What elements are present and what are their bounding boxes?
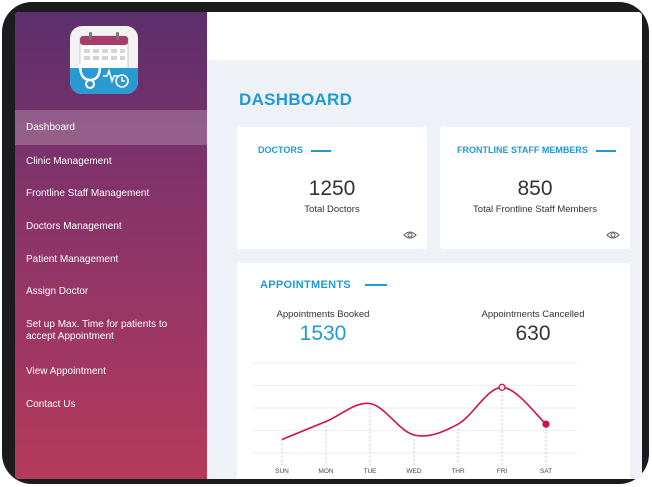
sidebar-item-frontline-staff-management[interactable]: Frontline Staff Management — [26, 188, 150, 199]
sidebar-item-max-time-setup[interactable]: Set up Max. Time for patients to accept … — [26, 319, 168, 342]
x-tick-label: SAT — [540, 468, 552, 475]
x-tick-label: FRI — [497, 468, 508, 475]
x-tick-label: MON — [318, 468, 333, 475]
sidebar-item-patient-management[interactable]: Patient Management — [26, 253, 119, 265]
appointments-cancelled-value: 630 — [515, 322, 551, 345]
doctors-total-caption: Total Doctors — [304, 204, 360, 215]
frontline-staff-card: FRONTLINE STAFF MEMBERS 850 Total Frontl… — [440, 127, 630, 249]
sidebar-item-clinic-management[interactable]: Clinic Management — [26, 155, 112, 167]
sidebar-item-view-appointment[interactable]: View Appointment — [26, 365, 106, 377]
x-tick-label: TUE — [364, 468, 378, 475]
sidebar: Dashboard Clinic Management Frontline St… — [15, 12, 207, 479]
top-bar — [207, 12, 642, 60]
sidebar-item-assign-doctor[interactable]: Assign Doctor — [26, 286, 89, 297]
frontline-staff-total-value: 850 — [517, 177, 553, 200]
appointments-title: APPOINTMENTS — [260, 279, 387, 291]
page-title: DASHBOARD — [239, 90, 353, 109]
sidebar-nav: Dashboard Clinic Management Frontline St… — [15, 110, 207, 420]
data-point — [542, 420, 550, 428]
frontline-staff-total-caption: Total Frontline Staff Members — [473, 204, 597, 215]
appointments-line-chart: SUN MON TUE WED THR FRI SAT — [252, 362, 577, 475]
x-tick-label: WED — [406, 468, 421, 475]
appointments-booked-label: Appointments Booked — [276, 309, 370, 320]
doctors-card: DOCTORS 1250 Total Doctors — [237, 127, 427, 249]
frontline-staff-card-title: FRONTLINE STAFF MEMBERS — [457, 145, 616, 155]
sidebar-item-contact-us[interactable]: Contact Us — [26, 398, 76, 410]
app-logo-calendar-stethoscope-icon — [70, 26, 138, 94]
appointments-series-line — [281, 386, 547, 441]
sidebar-item-doctors-management[interactable]: Doctors Management — [26, 221, 122, 232]
appointments-card: APPOINTMENTS Appointments Booked 1530 Ap… — [237, 263, 630, 479]
eye-icon[interactable] — [606, 227, 620, 245]
data-point — [498, 383, 506, 391]
appointments-cancelled-label: Appointments Cancelled — [481, 309, 585, 320]
appointments-booked-value: 1530 — [299, 322, 347, 345]
eye-icon[interactable] — [403, 227, 417, 245]
sidebar-item-dashboard[interactable]: Dashboard — [15, 110, 207, 145]
x-tick-label: SUN — [275, 468, 289, 475]
doctors-total-value: 1250 — [308, 177, 356, 200]
app-screen: Dashboard Clinic Management Frontline St… — [15, 12, 642, 479]
x-tick-label: THR — [451, 468, 465, 475]
doctors-card-title: DOCTORS — [258, 145, 331, 155]
